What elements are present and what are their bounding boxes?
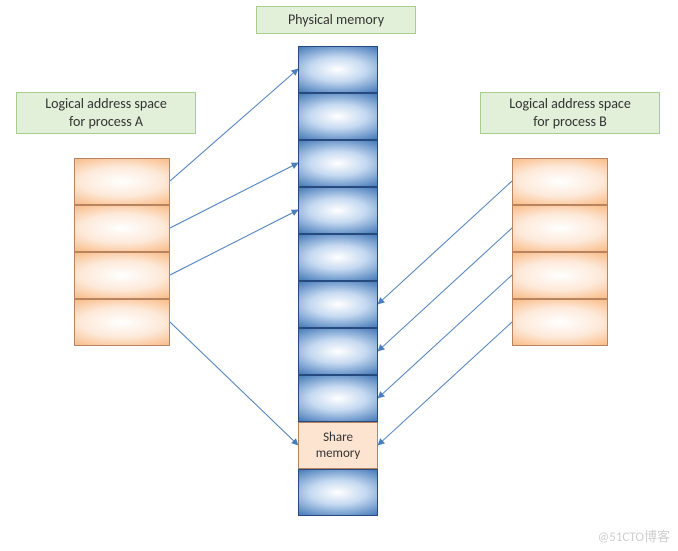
physical-frame xyxy=(298,328,378,375)
watermark: @51CTO博客 xyxy=(598,526,670,545)
physical-frame xyxy=(298,93,378,140)
mapping-arrow xyxy=(378,228,512,351)
physical-frame xyxy=(298,46,378,93)
mapping-arrow xyxy=(170,210,298,275)
physical-frame xyxy=(298,234,378,281)
physical-frame xyxy=(298,281,378,328)
physical-frame xyxy=(298,469,378,516)
process-a-page xyxy=(74,205,170,252)
process-b-page xyxy=(512,299,608,346)
share-memory-frame: Share memory xyxy=(298,422,378,469)
physical-memory-label: Physical memory xyxy=(256,6,416,34)
process-b-label: Logical address space for process B xyxy=(480,92,660,134)
physical-frame xyxy=(298,140,378,187)
process-b-page xyxy=(512,158,608,205)
mapping-arrow xyxy=(170,322,298,445)
process-b-page xyxy=(512,252,608,299)
mapping-arrow xyxy=(378,275,512,398)
process-a-page xyxy=(74,158,170,205)
physical-frame xyxy=(298,187,378,234)
process-b-page xyxy=(512,205,608,252)
process-a-page xyxy=(74,299,170,346)
mapping-arrow xyxy=(170,163,298,228)
process-a-label: Logical address space for process A xyxy=(16,92,196,134)
mapping-arrow xyxy=(378,181,512,304)
process-a-page xyxy=(74,252,170,299)
physical-frame xyxy=(298,375,378,422)
mapping-arrow xyxy=(378,322,512,445)
